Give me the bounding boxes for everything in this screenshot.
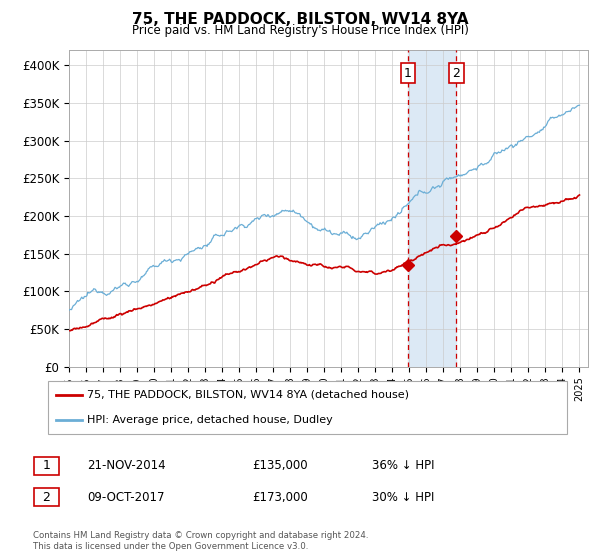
Text: 1: 1: [404, 67, 412, 80]
Text: 75, THE PADDOCK, BILSTON, WV14 8YA (detached house): 75, THE PADDOCK, BILSTON, WV14 8YA (deta…: [87, 390, 409, 400]
Text: HPI: Average price, detached house, Dudley: HPI: Average price, detached house, Dudl…: [87, 415, 332, 425]
Text: 21-NOV-2014: 21-NOV-2014: [87, 459, 166, 473]
Text: 30% ↓ HPI: 30% ↓ HPI: [372, 491, 434, 504]
Text: 1: 1: [43, 459, 50, 473]
Text: Contains HM Land Registry data © Crown copyright and database right 2024.: Contains HM Land Registry data © Crown c…: [33, 531, 368, 540]
Bar: [407, 50, 457, 367]
Text: This data is licensed under the Open Government Licence v3.0.: This data is licensed under the Open Gov…: [33, 542, 308, 550]
Text: Price paid vs. HM Land Registry's House Price Index (HPI): Price paid vs. HM Land Registry's House …: [131, 24, 469, 36]
Text: 75, THE PADDOCK, BILSTON, WV14 8YA: 75, THE PADDOCK, BILSTON, WV14 8YA: [132, 12, 468, 27]
Text: 2: 2: [43, 491, 50, 504]
FancyBboxPatch shape: [48, 381, 567, 434]
Text: 09-OCT-2017: 09-OCT-2017: [87, 491, 164, 504]
Text: £135,000: £135,000: [252, 459, 308, 473]
Text: £173,000: £173,000: [252, 491, 308, 504]
Text: 2: 2: [452, 67, 460, 80]
Text: 36% ↓ HPI: 36% ↓ HPI: [372, 459, 434, 473]
FancyBboxPatch shape: [34, 488, 59, 506]
FancyBboxPatch shape: [34, 457, 59, 475]
